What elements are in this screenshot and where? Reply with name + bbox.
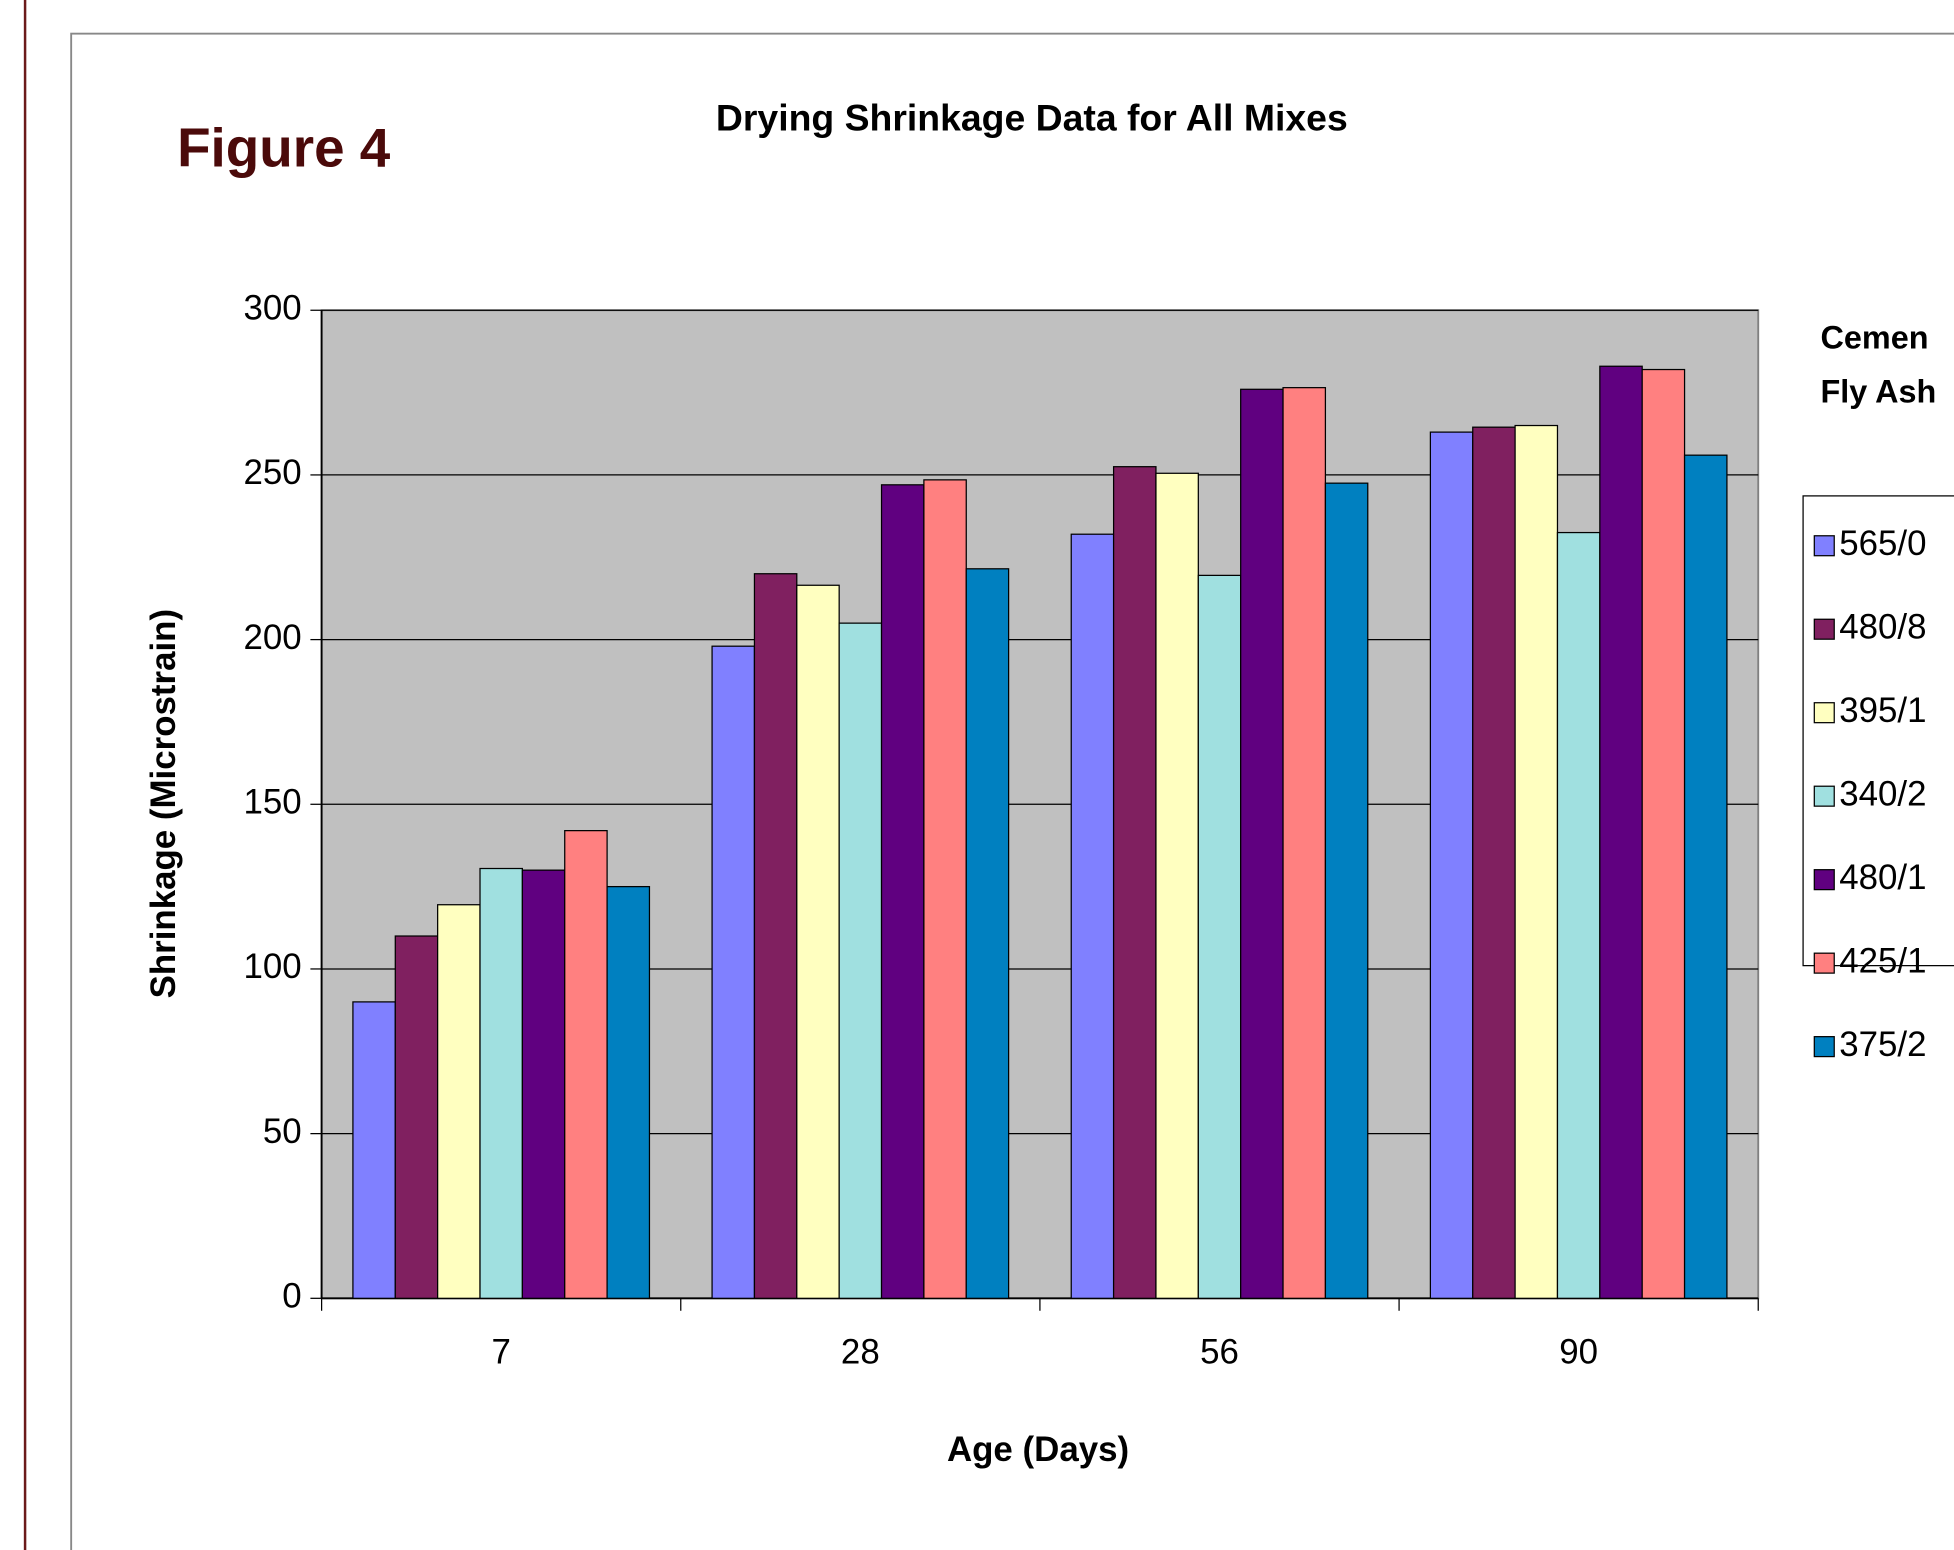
bar (394, 935, 439, 1299)
x-tick-label: 90 (1559, 1333, 1598, 1372)
bar (1282, 387, 1327, 1299)
legend-label: 340/2 (1839, 774, 1926, 813)
legend-label: 395/1 (1839, 691, 1926, 730)
bar (711, 645, 756, 1299)
legend-label: 375/2 (1839, 1025, 1926, 1064)
bar (1599, 365, 1643, 1299)
bar (838, 622, 883, 1299)
legend-swatch (1813, 618, 1835, 640)
legend-title: Cemen (1821, 320, 1929, 356)
bar (1197, 574, 1242, 1299)
legend-swatch (1813, 869, 1835, 891)
bar (352, 1001, 396, 1299)
bar (1641, 368, 1686, 1299)
x-axis-label: Age (Days) (947, 1430, 1129, 1469)
bar (965, 568, 1010, 1299)
legend-swatch (1813, 952, 1835, 974)
bar (880, 484, 925, 1299)
y-tick-label: 100 (243, 947, 301, 986)
legend-swatch (1813, 1036, 1835, 1058)
y-tick-label: 300 (243, 288, 301, 327)
bar (437, 904, 481, 1299)
legend-swatch (1813, 785, 1835, 807)
y-tick-label: 50 (263, 1112, 302, 1151)
bar (1112, 466, 1157, 1299)
bar (923, 479, 967, 1299)
y-tick-label: 200 (243, 618, 301, 657)
bar (1240, 388, 1284, 1299)
y-axis-label: Shrinkage (Microstrain) (144, 609, 183, 999)
legend-title: Fly Ash (1821, 373, 1937, 409)
bar (1514, 424, 1559, 1299)
bar (606, 885, 651, 1299)
bar (521, 869, 566, 1299)
legend-swatch (1813, 535, 1835, 557)
bar (796, 584, 840, 1299)
bar (753, 573, 798, 1299)
legend-label: 480/1 (1839, 858, 1926, 897)
y-tick-label: 0 (282, 1277, 301, 1316)
y-tick-label: 150 (243, 782, 301, 821)
x-tick-label: 56 (1200, 1333, 1239, 1372)
legend-label: 565/0 (1839, 524, 1926, 563)
legend-label: 480/8 (1839, 607, 1926, 646)
bar (1683, 454, 1728, 1299)
bar (1070, 533, 1115, 1299)
bar (1155, 472, 1199, 1299)
legend-swatch (1813, 702, 1835, 724)
bar (1556, 531, 1601, 1299)
bar (1429, 431, 1474, 1299)
chart-title: Drying Shrinkage Data for All Mixes (716, 97, 1348, 139)
y-tick-label: 250 (243, 453, 301, 492)
figure-label: Figure 4 (177, 116, 391, 178)
bar (564, 830, 608, 1299)
bar (1472, 426, 1516, 1299)
bar (1324, 482, 1369, 1299)
x-tick-label: 7 (491, 1333, 510, 1372)
bar (479, 867, 523, 1299)
legend-label: 425/1 (1839, 941, 1926, 980)
x-tick-label: 28 (841, 1333, 880, 1372)
